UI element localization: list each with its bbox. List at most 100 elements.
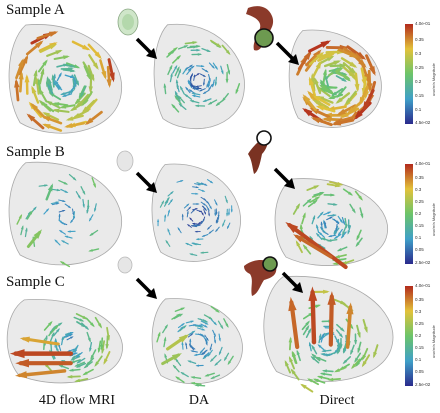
arrow-icon-b2 — [273, 167, 295, 189]
flow-vector — [49, 331, 55, 342]
flow-vector — [167, 209, 170, 217]
flow-vector — [197, 327, 206, 331]
flow-vector — [336, 323, 345, 332]
colorbar-tick: 0.1 — [415, 107, 422, 112]
flow-vector — [331, 118, 355, 126]
panel-sample-b-direct — [274, 178, 388, 269]
flow-vector — [62, 68, 76, 73]
flow-vector — [167, 227, 171, 236]
flow-vector — [206, 179, 214, 184]
colorbar-title: uvw/m/s Magnitude — [432, 63, 436, 96]
flow-vector — [58, 199, 66, 202]
flow-vector — [163, 82, 167, 95]
flow-vector — [195, 238, 204, 241]
flow-vector — [193, 74, 196, 81]
flow-vector — [207, 99, 218, 105]
flow-vector — [74, 361, 86, 367]
flow-vector — [169, 72, 173, 83]
flow-vector — [335, 71, 351, 80]
flow-vector — [293, 234, 333, 259]
flow-vector — [203, 209, 207, 215]
flow-vector — [342, 356, 352, 365]
flow-vector — [226, 64, 231, 76]
flow-vector — [355, 237, 363, 248]
flow-vector — [172, 364, 180, 373]
flow-vector — [222, 219, 226, 228]
flow-vector — [75, 191, 81, 200]
flow-vector — [198, 188, 206, 192]
flow-vector — [202, 353, 210, 360]
flow-vector — [223, 352, 230, 362]
flow-vector — [106, 65, 112, 88]
flow-vector — [202, 349, 208, 356]
colorbar-tick: 0.3 — [415, 51, 422, 56]
flow-vector — [327, 291, 336, 347]
flow-vector — [311, 60, 322, 79]
flow-vector — [166, 49, 176, 58]
flow-vector — [60, 67, 74, 71]
flow-vector — [174, 66, 180, 77]
colorbar-min: 4.5e-02 — [415, 120, 431, 125]
flow-vector — [61, 93, 73, 97]
flow-vector — [74, 377, 89, 383]
flow-vector — [26, 210, 33, 220]
flow-vector — [186, 223, 192, 228]
panel-sample-b-4d-flow-mri — [8, 161, 123, 268]
flow-vector — [191, 94, 201, 98]
flow-vector — [335, 75, 348, 82]
panel-sample-b-da — [151, 163, 241, 262]
flow-vector — [340, 231, 347, 239]
flow-vector — [80, 186, 86, 196]
flow-vector — [359, 207, 364, 219]
flow-vector — [313, 289, 330, 294]
flow-vector — [284, 359, 291, 374]
flow-vector — [58, 213, 61, 222]
flow-vector — [71, 40, 91, 51]
flow-vector — [91, 177, 96, 189]
flow-vector — [194, 104, 206, 108]
flow-vector — [66, 375, 81, 379]
flow-vector — [341, 216, 345, 226]
flow-vector — [94, 316, 103, 329]
flow-vector — [212, 79, 215, 88]
flow-vector — [346, 45, 367, 60]
flow-vector — [175, 376, 185, 383]
flow-vector — [354, 333, 358, 346]
colorbar-tick: 0.15 — [415, 223, 424, 228]
flow-vector — [226, 208, 229, 217]
flow-vector — [321, 369, 334, 373]
flow-vector — [190, 376, 202, 380]
flow-vector — [204, 334, 209, 342]
flow-vector — [198, 88, 206, 92]
flow-vector — [166, 334, 190, 351]
flow-vector — [60, 188, 69, 194]
flow-vector — [196, 209, 203, 213]
flow-vector — [74, 92, 86, 105]
flow-vector — [308, 40, 332, 53]
flow-vector — [188, 324, 197, 327]
flow-vector — [221, 44, 231, 56]
flow-vector — [209, 354, 217, 363]
flow-vector — [323, 193, 336, 197]
flow-vector — [180, 371, 189, 378]
flow-vector — [202, 205, 207, 212]
flow-vector — [167, 190, 174, 197]
flow-vector — [167, 64, 173, 76]
flow-vector — [54, 239, 61, 246]
flow-vector — [63, 64, 76, 68]
colorbar-gradient — [405, 286, 413, 386]
row-label-sample-a: Sample A — [6, 2, 65, 18]
flow-vector — [58, 209, 66, 213]
flow-vector — [217, 211, 220, 219]
flow-vector — [199, 73, 207, 77]
colorbar-tick: 0.15 — [415, 93, 424, 98]
flow-vector — [189, 253, 198, 256]
flow-vector — [191, 92, 201, 96]
flow-vector — [174, 307, 186, 312]
flow-vector — [208, 229, 214, 235]
flow-vector — [349, 203, 356, 214]
flow-vector — [335, 223, 338, 232]
flow-vector — [335, 92, 351, 104]
flow-vector — [187, 332, 194, 338]
flow-vector — [210, 318, 218, 326]
